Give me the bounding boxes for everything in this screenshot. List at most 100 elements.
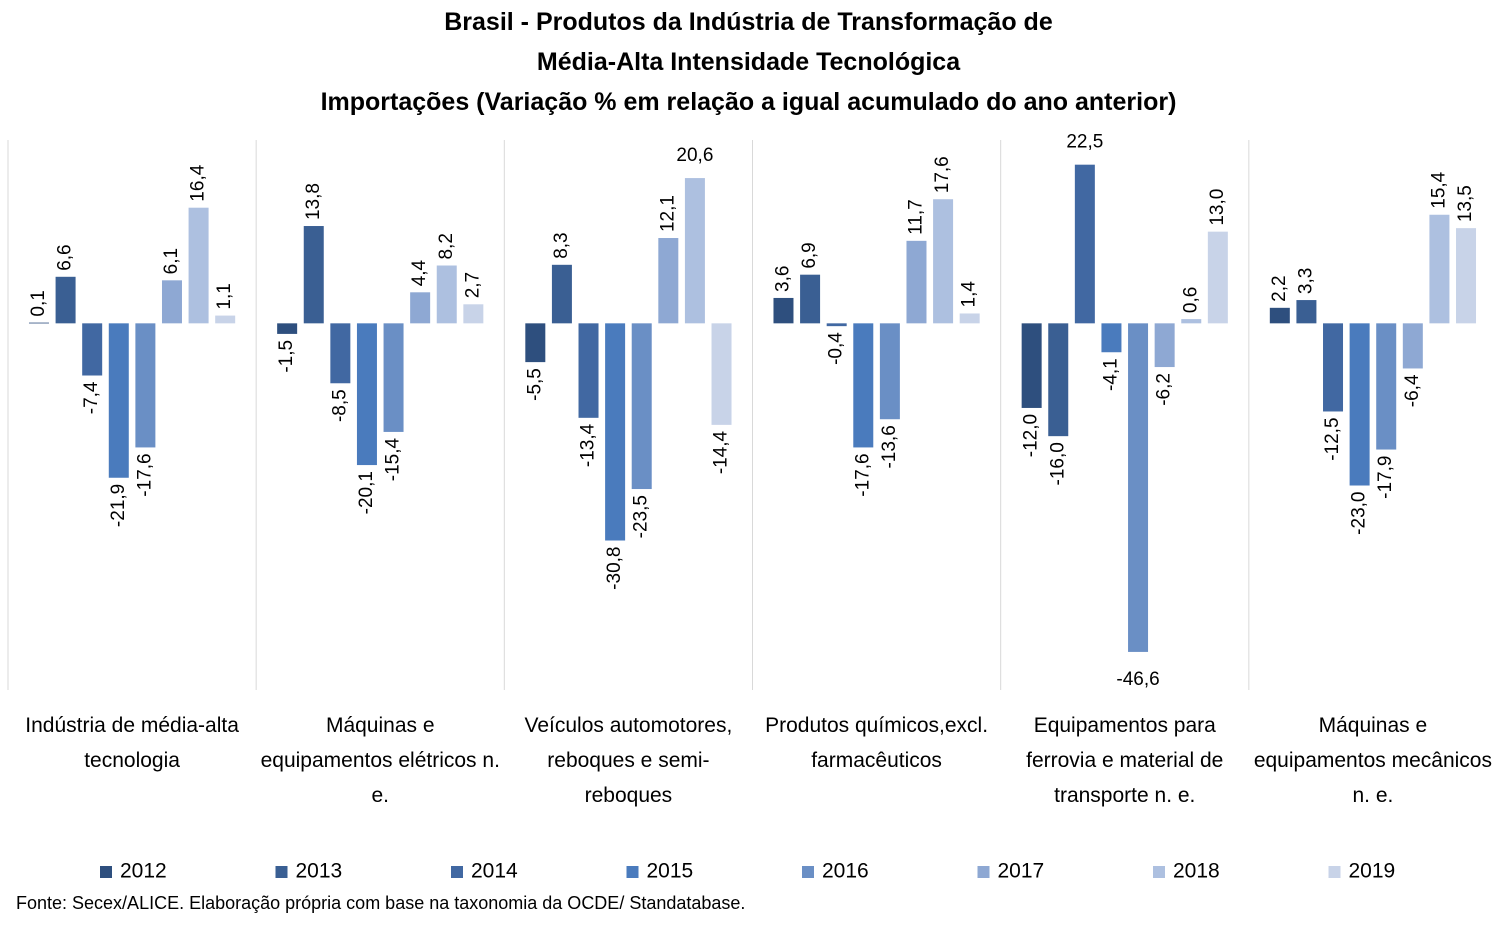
legend-swatch <box>1153 866 1165 878</box>
bar <box>1323 323 1344 412</box>
data-label: 4,4 <box>409 259 430 286</box>
legend-label: 2018 <box>1173 860 1220 883</box>
legend-swatch <box>275 866 288 878</box>
data-label: -8,5 <box>329 389 350 422</box>
data-label: -14,4 <box>711 430 732 474</box>
data-label: -6,2 <box>1154 373 1175 406</box>
data-label: 20,6 <box>676 145 713 166</box>
bar <box>188 207 209 324</box>
data-label: 8,2 <box>436 233 457 259</box>
bar <box>463 304 484 324</box>
bar <box>55 276 76 324</box>
data-label: -46,6 <box>1116 669 1159 690</box>
legend-swatch <box>802 866 814 878</box>
bar <box>28 322 49 324</box>
bar <box>1181 319 1202 324</box>
data-label: 12,1 <box>657 195 678 232</box>
bar <box>1128 323 1149 652</box>
source: Fonte: Secex/ALICE. Elaboração própria c… <box>16 893 746 913</box>
chart-title: Brasil - Produtos da Indústria de Transf… <box>444 8 1053 36</box>
bar <box>135 323 156 448</box>
legend-swatch <box>977 866 990 878</box>
data-label: -0,4 <box>826 332 847 365</box>
data-label: 11,7 <box>905 199 926 235</box>
bar <box>578 323 599 418</box>
data-label: -6,4 <box>1402 374 1423 407</box>
bar <box>1154 323 1175 368</box>
data-label: -17,6 <box>852 453 873 496</box>
data-label: 8,3 <box>551 232 572 258</box>
data-label: -23,0 <box>1349 492 1370 535</box>
bar <box>1074 164 1095 324</box>
bar <box>605 323 626 541</box>
bar <box>1101 323 1122 353</box>
data-label: -30,8 <box>604 547 625 590</box>
data-label: 3,6 <box>772 266 793 292</box>
bar <box>773 297 794 324</box>
bar <box>684 178 705 324</box>
bar <box>1048 323 1069 437</box>
bar <box>631 323 652 490</box>
x-tick-label: Equipamentos para ferrovia e material de… <box>1026 714 1224 807</box>
x-tick-label: Veículos automotores, reboques e semi-re… <box>524 714 733 807</box>
bar <box>959 313 980 324</box>
bar <box>303 226 324 324</box>
legend-label: 2014 <box>471 860 518 883</box>
data-label: 0,6 <box>1180 287 1201 313</box>
data-label: 15,4 <box>1428 171 1449 208</box>
data-label: -12,5 <box>1322 417 1343 460</box>
bar <box>800 274 821 324</box>
legend-swatch <box>1328 866 1341 878</box>
bar <box>826 323 847 327</box>
bar <box>1269 307 1290 324</box>
bar <box>551 264 572 324</box>
data-label: -13,6 <box>879 425 900 468</box>
bar <box>1296 300 1317 324</box>
data-label: 6,9 <box>799 242 820 268</box>
bar <box>1429 214 1450 324</box>
bar <box>436 265 457 324</box>
data-label: 1,1 <box>214 283 235 309</box>
bar <box>1402 323 1423 369</box>
data-label: 6,6 <box>55 244 76 270</box>
bar <box>330 323 351 384</box>
x-tick-label: Produtos químicos,excl. farmacêuticos <box>765 714 989 772</box>
bar <box>108 323 129 478</box>
data-label: -16,0 <box>1047 442 1068 485</box>
bar <box>879 323 900 420</box>
data-label: 22,5 <box>1066 132 1103 153</box>
data-label: -23,5 <box>631 495 652 538</box>
data-label: -13,4 <box>578 423 599 467</box>
bar <box>525 323 546 363</box>
data-label: -7,4 <box>81 381 102 414</box>
legend-label: 2016 <box>822 860 869 883</box>
bar <box>906 240 927 324</box>
data-label: 13,8 <box>303 183 324 220</box>
bar <box>933 199 954 324</box>
data-label: -12,0 <box>1021 414 1042 457</box>
legend-swatch <box>100 866 112 878</box>
data-label: 13,0 <box>1207 189 1228 226</box>
data-label: 13,5 <box>1455 185 1476 222</box>
data-label: 16,4 <box>188 164 209 201</box>
data-label: -17,9 <box>1375 456 1396 499</box>
data-label: -21,9 <box>108 484 129 527</box>
legend-label: 2012 <box>120 860 167 883</box>
data-label: -20,1 <box>356 471 377 514</box>
bar <box>277 323 298 334</box>
bar <box>356 323 377 466</box>
data-label: -4,1 <box>1100 358 1121 391</box>
data-label: 17,6 <box>932 156 953 193</box>
data-label: 2,7 <box>462 272 483 298</box>
legend-label: 2019 <box>1349 860 1396 883</box>
x-tick-label: Indústria de média-alta tecnologia <box>25 714 239 772</box>
bar <box>215 315 236 324</box>
legend-label: 2015 <box>647 860 694 883</box>
data-label: 0,1 <box>28 290 49 316</box>
data-label: 2,2 <box>1269 275 1290 301</box>
data-label: 3,3 <box>1295 268 1316 294</box>
bar <box>1456 228 1477 324</box>
data-label: 6,1 <box>161 248 182 274</box>
